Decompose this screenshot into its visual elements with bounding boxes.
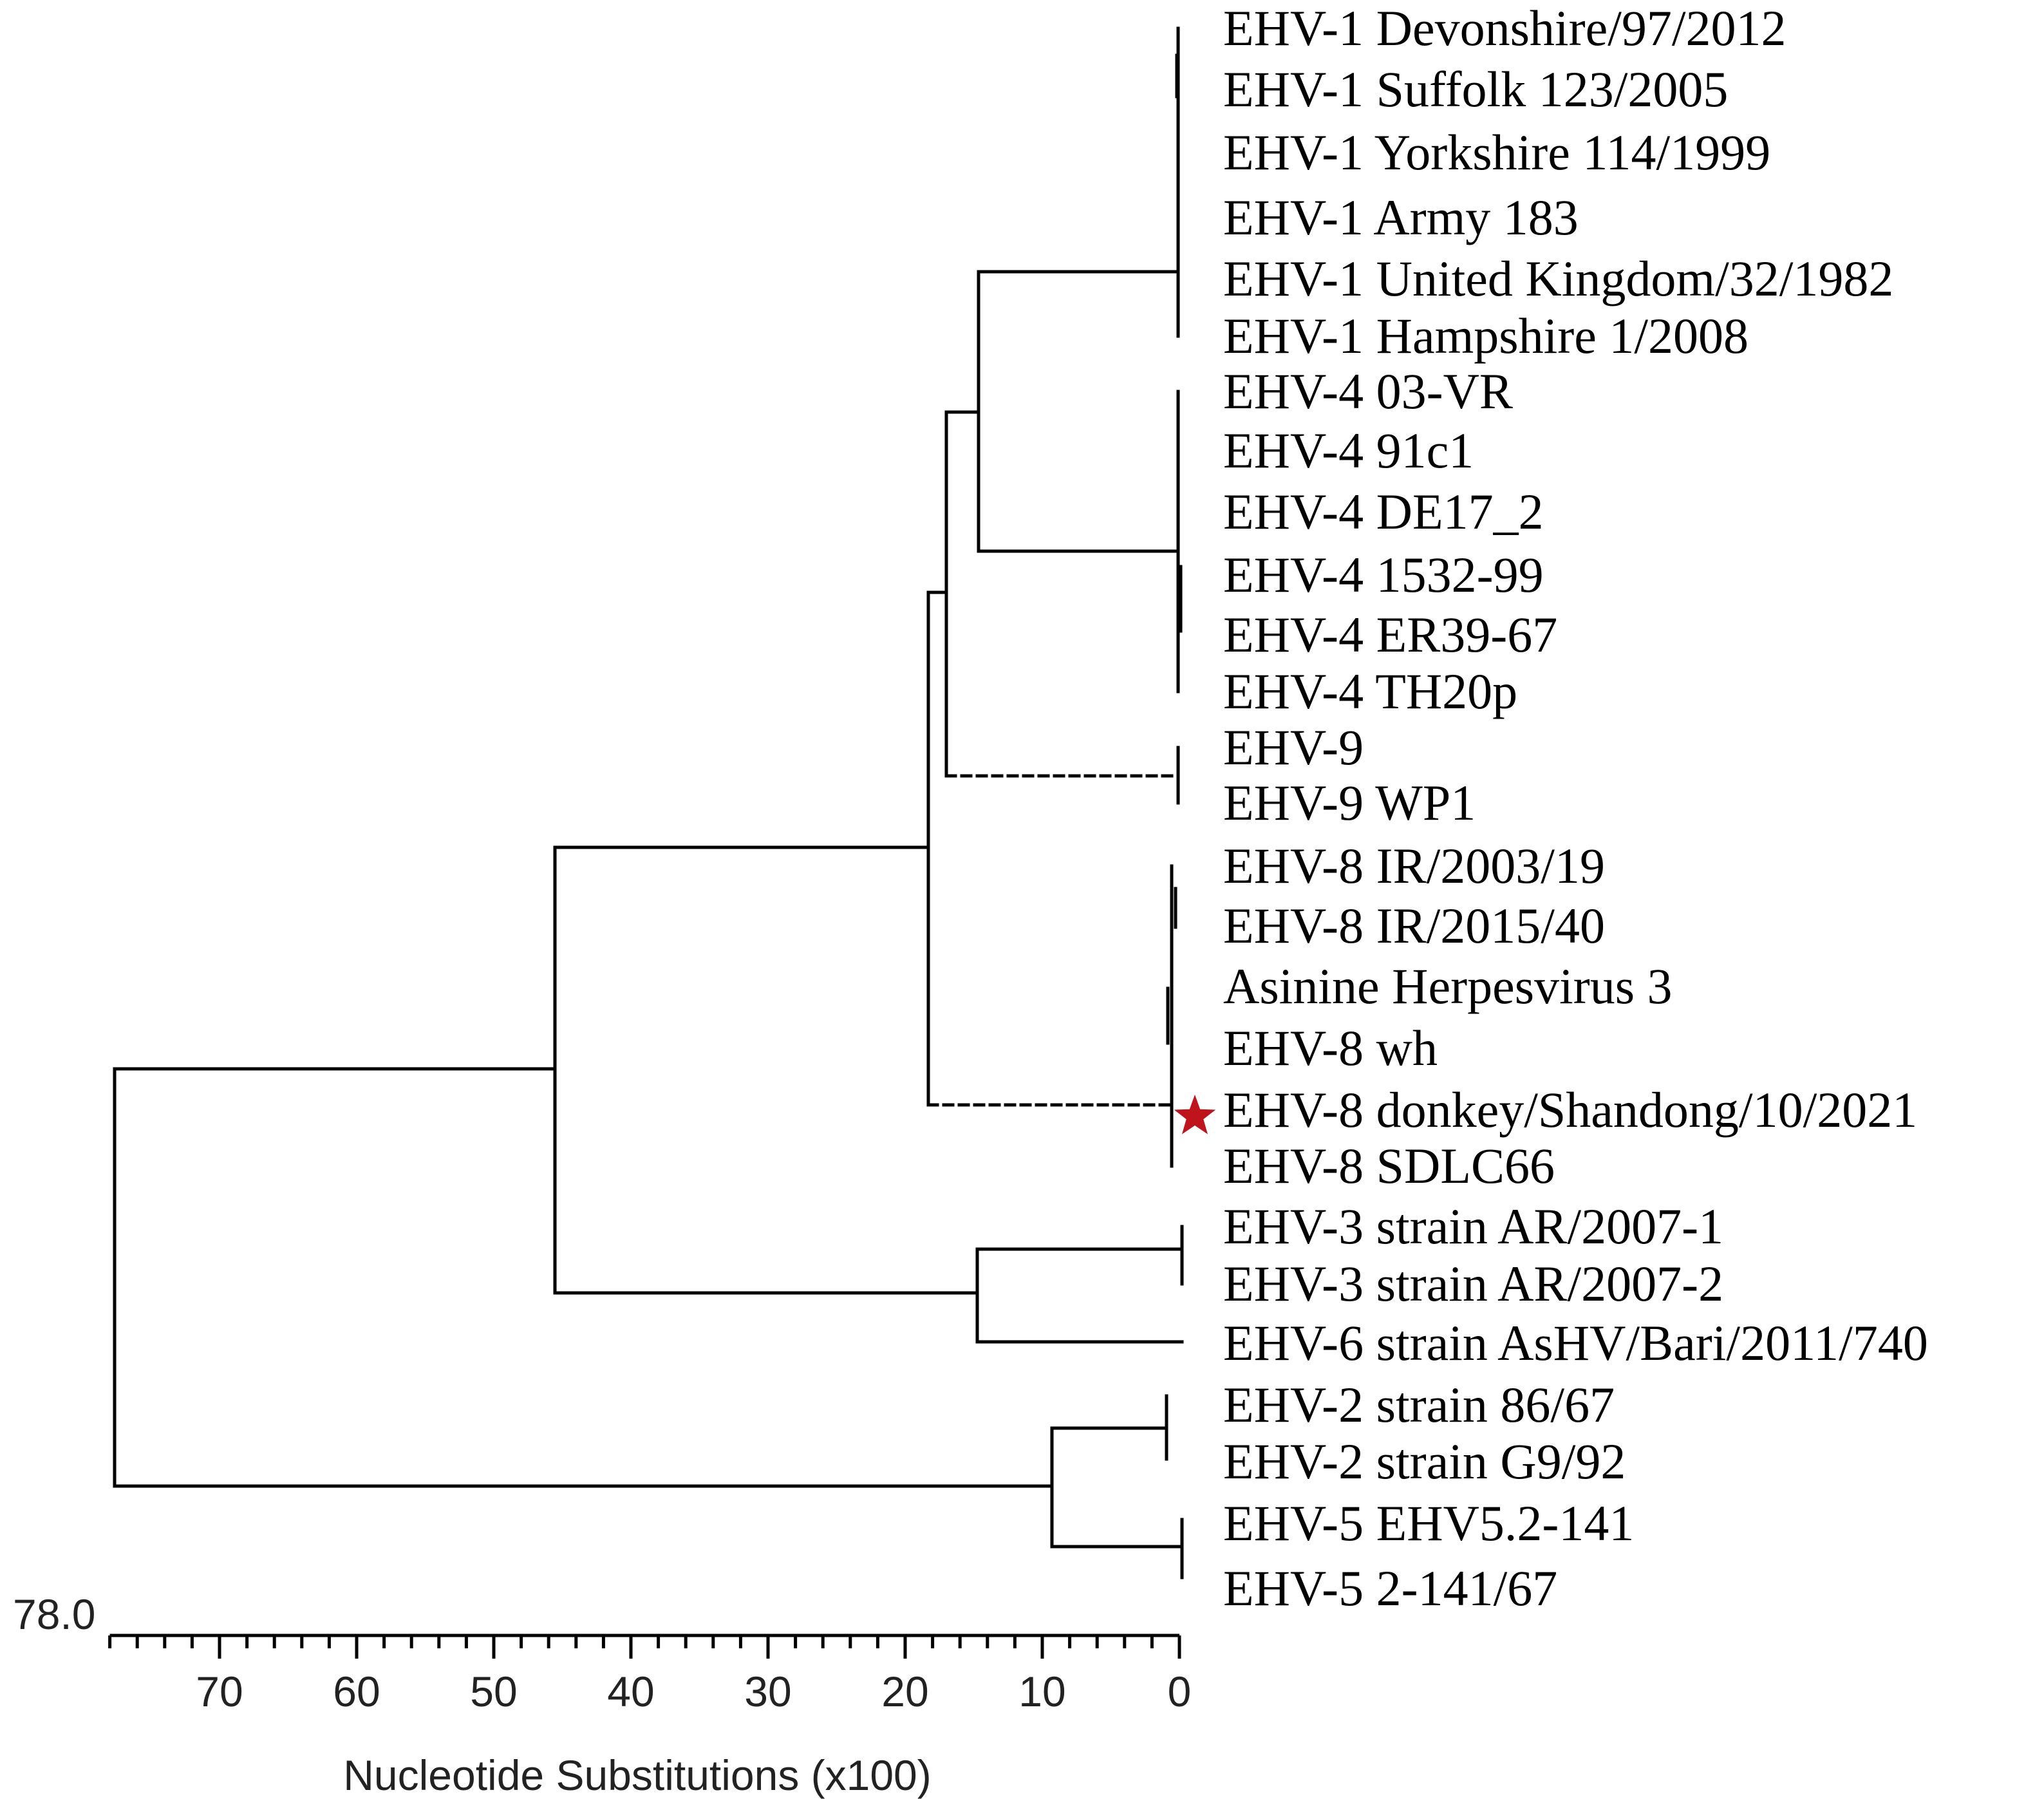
tip-label: EHV-2 strain 86/67 bbox=[1223, 1377, 1615, 1433]
tip-label: EHV-8 donkey/Shandong/10/2021 bbox=[1223, 1082, 1917, 1138]
tip-label: EHV-3 strain AR/2007-1 bbox=[1223, 1198, 1723, 1254]
tip-label: EHV-8 SDLC66 bbox=[1223, 1138, 1555, 1194]
tip-label: EHV-1 Yorkshire 114/1999 bbox=[1223, 124, 1770, 180]
x-tick-label: 60 bbox=[333, 1668, 380, 1715]
tip-label: EHV-6 strain AsHV/Bari/2011/740 bbox=[1223, 1315, 1928, 1371]
x-tick-label: 50 bbox=[470, 1668, 517, 1715]
tip-label: EHV-1 United Kingdom/32/1982 bbox=[1223, 250, 1893, 306]
x-tick-label: 40 bbox=[607, 1668, 654, 1715]
tip-label: EHV-8 IR/2003/19 bbox=[1223, 838, 1605, 894]
tip-label: Asinine Herpesvirus 3 bbox=[1223, 958, 1673, 1014]
tip-label: EHV-8 wh bbox=[1223, 1020, 1438, 1076]
tip-label: EHV-8 IR/2015/40 bbox=[1223, 898, 1605, 954]
tip-label: EHV-3 strain AR/2007-2 bbox=[1223, 1256, 1723, 1312]
scale-max-label: 78.0 bbox=[13, 1590, 95, 1638]
star-icon bbox=[1174, 1095, 1216, 1135]
x-tick-label: 70 bbox=[196, 1668, 243, 1715]
tip-label: EHV-9 bbox=[1223, 719, 1364, 775]
x-axis-ticks: 70 60 50 40 30 20 10 0 bbox=[108, 1635, 1192, 1715]
tip-label: EHV-4 91c1 bbox=[1223, 422, 1474, 478]
tree-branches bbox=[113, 26, 1184, 1579]
tip-label: EHV-4 03-VR bbox=[1223, 363, 1513, 419]
tip-label: EHV-4 DE17_2 bbox=[1223, 484, 1544, 540]
x-tick-label: 20 bbox=[881, 1668, 928, 1715]
tip-label: EHV-2 strain G9/92 bbox=[1223, 1433, 1626, 1489]
tip-label: EHV-5 EHV5.2-141 bbox=[1223, 1495, 1634, 1551]
tip-label: EHV-4 TH20p bbox=[1223, 663, 1517, 719]
tip-label: EHV-1 Devonshire/97/2012 bbox=[1223, 0, 1786, 56]
x-tick-label: 10 bbox=[1018, 1668, 1065, 1715]
tip-label: EHV-1 Suffolk 123/2005 bbox=[1223, 61, 1728, 117]
tip-label: EHV-4 1532-99 bbox=[1223, 547, 1544, 603]
tip-label: EHV-1 Hampshire 1/2008 bbox=[1223, 308, 1749, 364]
x-tick-label: 0 bbox=[1168, 1668, 1192, 1715]
tip-label: EHV-1 Army 183 bbox=[1223, 189, 1579, 245]
x-tick-label: 30 bbox=[744, 1668, 791, 1715]
x-axis: 70 60 50 40 30 20 10 0 78.0 Nucleotide Substitu… bbox=[13, 1590, 1191, 1799]
tip-label: EHV-5 2-141/67 bbox=[1223, 1560, 1557, 1616]
tip-label: EHV-4 ER39-67 bbox=[1223, 607, 1557, 663]
x-axis-title: Nucleotide Substitutions (x100) bbox=[343, 1751, 932, 1799]
tip-label: EHV-9 WP1 bbox=[1223, 775, 1476, 831]
